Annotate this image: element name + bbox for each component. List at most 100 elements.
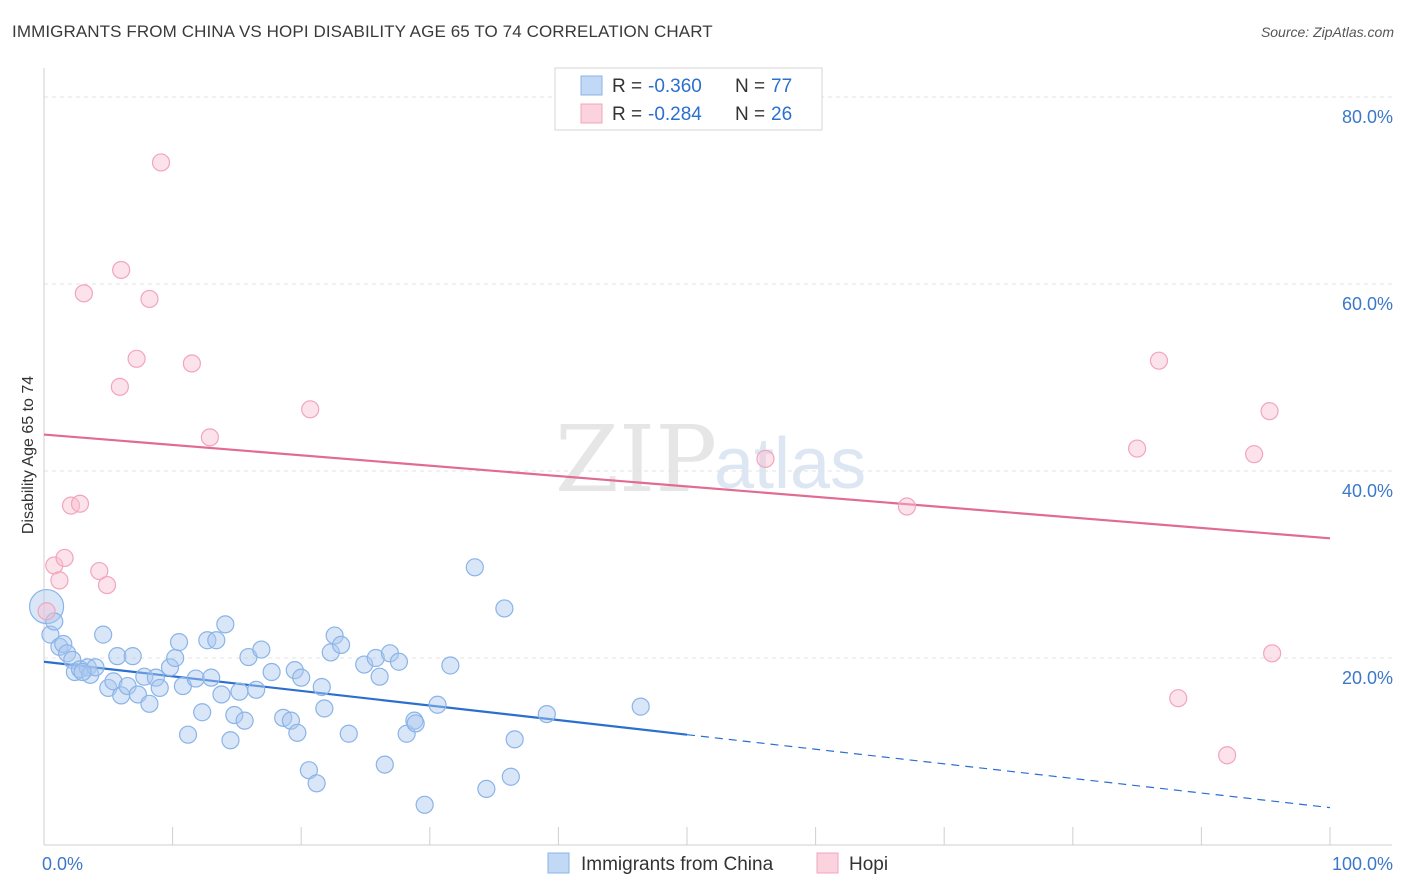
legend-swatch-china [547,852,570,874]
point-hopi-7 [90,561,109,581]
point-china-29 [193,703,212,722]
watermark-atlas: atlas [714,424,866,504]
stats-n-label-hopi: N = [735,104,765,125]
legend-label-china: Immigrants from China [581,854,774,875]
point-china-69 [477,779,496,799]
bottom-legend: Immigrants from China Hopi [547,852,888,875]
watermark: ZIP atlas [555,406,866,513]
point-hopi-0 [37,602,56,621]
point-china-36 [225,705,244,725]
point-china-61 [389,652,409,671]
axes [43,68,1392,846]
point-hopi-9 [110,377,129,396]
point-hopi-22 [1218,746,1237,765]
point-china-54 [331,635,351,655]
point-china-52 [321,643,340,662]
point-hopi-21 [1169,689,1188,708]
point-china-73 [537,704,556,724]
point-china-37 [230,682,249,701]
point-hopi-2 [50,571,69,590]
point-china-14 [108,647,127,666]
point-hopi-17 [756,449,775,468]
stats-n-value-china: 77 [771,76,792,97]
point-china-51 [315,699,334,718]
point-china-57 [366,648,385,668]
point-hopi-24 [1260,402,1279,421]
point-hopi-5 [70,494,90,513]
point-china-70 [495,599,514,618]
point-hopi-20 [1149,351,1169,370]
point-china-65 [415,795,434,814]
point-china-72 [505,730,524,749]
legend-swatch-hopi [816,852,839,874]
point-hopi-8 [97,575,117,595]
stats-r-label-china: R = [612,76,642,97]
point-china-38 [235,711,254,730]
x-tick-label-min: 0.0% [42,854,83,874]
point-china-46 [288,723,307,742]
point-china-56 [355,655,374,674]
watermark-zip: ZIP [555,406,717,513]
trend-line-china-extension [686,734,1331,809]
point-china-67 [441,656,460,675]
point-china-31 [202,668,221,687]
stats-r-value-hopi: -0.284 [648,104,702,125]
point-china-41 [252,640,271,659]
point-china-40 [247,680,266,699]
y-tick-labels: 20.0% 40.0% 60.0% 80.0% [1342,107,1393,688]
stats-swatch-china [580,75,603,96]
x-tick-label-max: 100.0% [1332,854,1393,874]
point-china-17 [123,647,142,666]
point-china-47 [292,668,311,687]
stats-swatch-hopi [580,103,603,124]
point-china-55 [339,724,358,743]
point-china-23 [160,658,180,677]
point-china-27 [178,725,198,744]
point-hopi-16 [301,400,320,419]
point-hopi-15 [200,428,219,447]
stats-r-label-hopi: R = [612,104,642,125]
legend-label-hopi: Hopi [849,854,888,875]
point-china-11 [94,625,113,644]
stats-n-value-hopi: 26 [771,104,792,125]
stats-n-label-china: N = [735,76,765,97]
point-china-21 [146,668,165,687]
point-china-76 [73,662,92,682]
point-china-68 [465,558,484,577]
point-hopi-23 [1245,445,1264,464]
grid-lines [44,96,1392,659]
data-points [28,153,1282,814]
point-hopi-14 [182,354,201,373]
point-china-20 [140,694,159,713]
chart-title: IMMIGRANTS FROM CHINA VS HOPI DISABILITY… [12,22,713,41]
point-hopi-11 [127,349,146,368]
point-china-34 [216,615,235,634]
stats-legend: R = -0.360 N = 77 R = -0.284 N = 26 [554,67,823,131]
point-hopi-4 [61,496,81,515]
point-hopi-10 [112,260,131,280]
point-hopi-3 [55,548,74,568]
y-tick-label-80: 80.0% [1342,107,1393,127]
trend-line-china [43,660,688,736]
point-china-13 [104,672,123,691]
point-hopi-19 [1127,439,1147,458]
y-tick-label-20: 20.0% [1342,668,1393,688]
y-tick-label-60: 60.0% [1342,294,1393,314]
point-china-58 [370,667,389,686]
point-china-33 [212,685,231,704]
point-china-42 [262,662,281,682]
point-hopi-6 [74,284,93,303]
point-china-28 [186,669,205,688]
point-china-32 [207,631,226,650]
y-axis-label: Disability Age 65 to 74 [20,376,37,534]
point-china-35 [221,731,240,750]
x-tick-labels: 0.0% 100.0% [42,854,1393,874]
y-tick-label-40: 40.0% [1342,481,1393,501]
point-china-25 [169,633,189,652]
point-china-45 [285,661,304,680]
point-china-22 [150,678,169,698]
point-china-53 [325,626,344,645]
point-china-74 [631,697,650,716]
source-credit: Source: ZipAtlas.com [1260,24,1394,40]
